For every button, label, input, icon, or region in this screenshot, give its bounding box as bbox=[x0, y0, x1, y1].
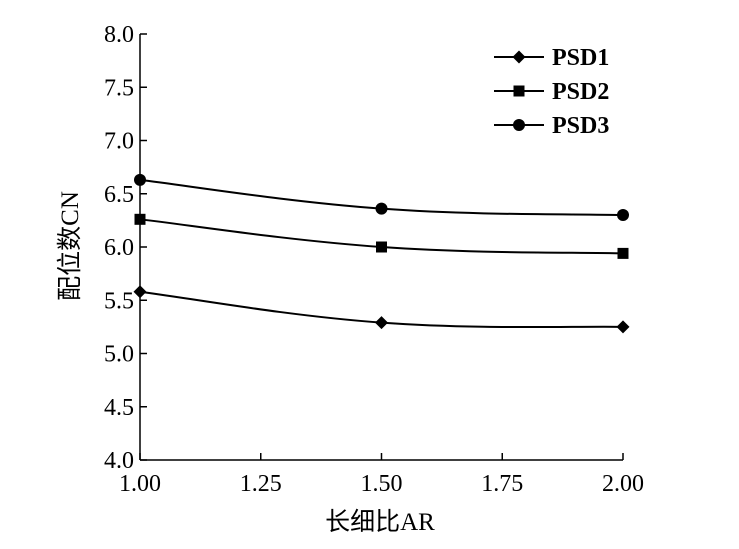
data-point-psd2 bbox=[617, 247, 629, 259]
y-tick-label: 6.0 bbox=[104, 235, 134, 261]
y-tick-label: 7.0 bbox=[104, 129, 134, 155]
x-tick-label: 2.00 bbox=[602, 471, 644, 497]
legend-label-psd2: PSD2 bbox=[552, 79, 609, 105]
x-tick-label: 1.75 bbox=[481, 471, 523, 497]
legend: PSD1 PSD2 PSD3 bbox=[494, 45, 609, 139]
y-tick-label: 5.5 bbox=[104, 288, 134, 314]
data-point-psd2 bbox=[134, 213, 146, 225]
legend-marker-psd3 bbox=[513, 119, 525, 131]
y-tick-label: 8.0 bbox=[104, 22, 134, 48]
data-point-psd1 bbox=[375, 316, 388, 330]
x-tick-label: 1.25 bbox=[240, 471, 282, 497]
legend-label-psd3: PSD3 bbox=[552, 113, 609, 139]
data-point-psd2 bbox=[376, 241, 387, 253]
legend-item-psd1: PSD1 bbox=[494, 45, 609, 71]
legend-marker-psd2 bbox=[513, 85, 525, 97]
data-point-psd1 bbox=[616, 320, 630, 334]
x-axis-label: 长细比AR bbox=[325, 508, 435, 536]
ticks: 4.0 4.5 5.0 5.5 6.0 6.5 7.0 7.5 8.0 1.00 1.25 1.50 1… bbox=[104, 22, 644, 497]
y-tick-label: 5.0 bbox=[104, 342, 134, 368]
y-tick-label: 6.5 bbox=[104, 182, 134, 208]
x-tick-label: 1.00 bbox=[119, 471, 161, 497]
x-tick-label: 1.50 bbox=[361, 471, 403, 497]
series-psd3 bbox=[134, 173, 629, 222]
data-point-psd3 bbox=[617, 209, 629, 222]
y-tick-label: 4.0 bbox=[104, 448, 134, 474]
y-tick-label: 4.5 bbox=[104, 395, 134, 421]
series-layer bbox=[133, 173, 630, 334]
legend-marker-psd1 bbox=[512, 50, 526, 64]
axis-labels: 长细比AR 配位数CN bbox=[56, 191, 435, 536]
legend-label-psd1: PSD1 bbox=[552, 45, 609, 71]
y-tick-label: 7.5 bbox=[104, 75, 134, 101]
series-psd1 bbox=[133, 285, 630, 334]
legend-item-psd3: PSD3 bbox=[494, 113, 609, 139]
data-point-psd3 bbox=[375, 202, 388, 215]
series-psd2 bbox=[134, 213, 629, 259]
data-point-psd3 bbox=[134, 173, 146, 186]
data-point-psd1 bbox=[133, 285, 147, 299]
y-axis-label: 配位数CN bbox=[56, 191, 84, 301]
legend-item-psd2: PSD2 bbox=[494, 79, 609, 105]
